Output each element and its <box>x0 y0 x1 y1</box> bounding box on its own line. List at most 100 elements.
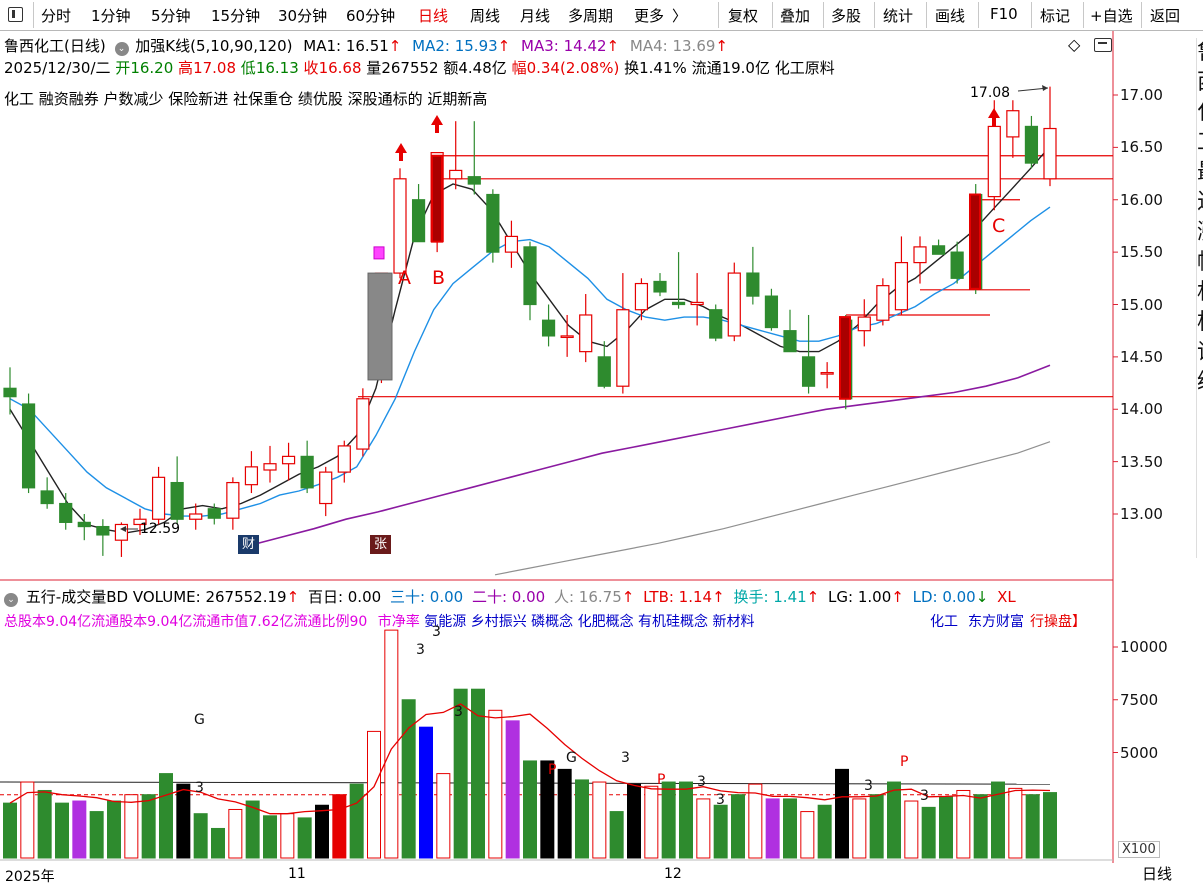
window-icon[interactable] <box>1094 38 1112 52</box>
price-tick-label: 17.00 <box>1120 86 1163 104</box>
candle <box>133 508 147 535</box>
tab-fenshi[interactable]: 分时 <box>41 7 72 25</box>
candle <box>356 388 370 457</box>
ren-label: 人: 16.75 <box>553 588 622 606</box>
tab-1min[interactable]: 1分钟 <box>91 7 131 25</box>
sector-tag[interactable]: 化工原料 <box>774 59 835 77</box>
high-price-label: 17.08 <box>970 85 1011 101</box>
point-b-label: B <box>432 267 446 289</box>
candle <box>319 466 333 517</box>
toolbar: 分时 1分钟 5分钟 15分钟 30分钟 60分钟 日线 周线 月线 多周期 更… <box>0 0 1203 31</box>
candle <box>3 367 17 415</box>
candle-body <box>541 319 556 337</box>
header-row-1: 鲁西化工(日线) ⌄ 加强K线(5,10,90,120) MA1: 16.51↑… <box>4 35 728 56</box>
sidebar-toggle-icon[interactable] <box>8 7 23 22</box>
ma3-arrow: ↑ <box>606 37 620 55</box>
candle <box>59 493 73 530</box>
tab-more[interactable]: 更多 <box>634 7 665 25</box>
candle <box>244 451 259 494</box>
candle-body <box>857 316 871 332</box>
volume-bar <box>783 798 797 859</box>
low-value: 16.13 <box>255 59 299 77</box>
indicator-name[interactable]: 加强K线(5,10,90,120) <box>135 37 293 55</box>
ma4-arrow: ↑ <box>715 37 728 55</box>
volume-bar <box>904 800 919 859</box>
right-info-panel[interactable]: 鲁西化工最近涨幅机构评级 <box>1196 38 1203 558</box>
volume-bar <box>557 768 572 859</box>
volume-settings-icon[interactable]: ⌄ <box>4 593 18 607</box>
amount-label: 额 <box>443 59 459 77</box>
statistics-button[interactable]: 统计 <box>883 7 914 25</box>
total-shares: 总股本9.04亿 <box>4 614 92 630</box>
tab-5min[interactable]: 5分钟 <box>151 7 191 25</box>
concept-tags[interactable]: 化工 融资融券 户数减少 保险新进 社保重仓 绩优股 深股通标的 近期新高 <box>4 90 488 108</box>
candle-body <box>1006 110 1020 138</box>
change-label: 幅 <box>511 59 527 77</box>
volume-signal-mark: 3 <box>621 750 630 766</box>
finance-badge[interactable]: 财 <box>238 535 259 554</box>
candle <box>467 121 481 195</box>
candle <box>170 456 184 525</box>
add-watchlist-button[interactable]: +自选 <box>1090 7 1133 25</box>
candle-body <box>783 330 797 353</box>
tab-daily[interactable]: 日线 <box>418 7 449 25</box>
ma3-label: MA3: 14.42 <box>521 37 607 55</box>
low-price-label: 12.59 <box>140 521 181 537</box>
candle-body <box>560 335 574 339</box>
volume-bar <box>124 794 139 859</box>
volume-bar <box>367 730 381 859</box>
volume-bar <box>748 783 763 859</box>
candle <box>40 477 54 509</box>
volume-bar <box>332 794 347 859</box>
candle-body <box>467 176 481 185</box>
pb-ratio: 市净率 <box>377 614 420 630</box>
draw-line-button[interactable]: 画线 <box>935 7 966 25</box>
indicator-settings-icon[interactable]: ⌄ <box>114 42 129 56</box>
volume-signal-mark: P <box>900 754 909 770</box>
volume-indicator-name[interactable]: 五行-成交量BD <box>25 588 129 606</box>
tab-monthly[interactable]: 月线 <box>520 7 551 25</box>
period-label[interactable]: 日线 <box>1142 865 1173 883</box>
sanshi-label: 三十: 0.00 <box>389 588 464 606</box>
chevron-right-icon[interactable]: 〉 <box>672 7 688 25</box>
candle <box>950 241 964 284</box>
amount-value: 4.48亿 <box>458 59 507 77</box>
arrow-shaft <box>435 125 439 133</box>
fuquan-button[interactable]: 复权 <box>728 7 759 25</box>
candle-body <box>671 301 686 306</box>
mark-button[interactable]: 标记 <box>1040 7 1071 25</box>
candle-body <box>1024 125 1039 164</box>
back-button[interactable]: 返回 <box>1150 7 1181 25</box>
candle-body <box>597 356 611 387</box>
limit-up-badge[interactable]: 张 <box>370 535 391 554</box>
candle-body <box>300 455 314 489</box>
volume-unit: X100 <box>1118 841 1160 858</box>
x-label-year: 2025年 <box>5 869 55 885</box>
up-arrow-icon <box>988 108 1000 126</box>
volume-bar <box>159 773 173 859</box>
volume-bar <box>887 781 901 859</box>
diamond-icon[interactable]: ◇ <box>1068 35 1081 54</box>
quote-date: 2025/12/30/二 <box>4 59 111 77</box>
ltb-arrow: ↑ <box>712 588 725 606</box>
tab-30min[interactable]: 30分钟 <box>278 7 328 25</box>
volume-bar <box>89 811 104 859</box>
tab-15min[interactable]: 15分钟 <box>211 7 261 25</box>
lg-label: LG: 1.00 <box>828 588 892 606</box>
volume-bar <box>488 709 503 859</box>
multi-stock-button[interactable]: 多股 <box>831 7 862 25</box>
float-shares: 流通股本9.04亿 <box>91 614 193 630</box>
overlay-button[interactable]: 叠加 <box>780 7 811 25</box>
volume-bar <box>921 806 936 859</box>
volume-bar <box>228 808 243 859</box>
f10-button[interactable]: F10 <box>990 5 1018 23</box>
tab-multi-period[interactable]: 多周期 <box>568 7 614 25</box>
ma2-arrow: ↑ <box>497 37 511 55</box>
tab-weekly[interactable]: 周线 <box>470 7 501 25</box>
volume-bar <box>471 688 485 859</box>
tab-60min[interactable]: 60分钟 <box>346 7 396 25</box>
candle-body <box>876 285 890 321</box>
volume-bar <box>540 760 555 859</box>
volume-arrow: ↑ <box>286 588 300 606</box>
